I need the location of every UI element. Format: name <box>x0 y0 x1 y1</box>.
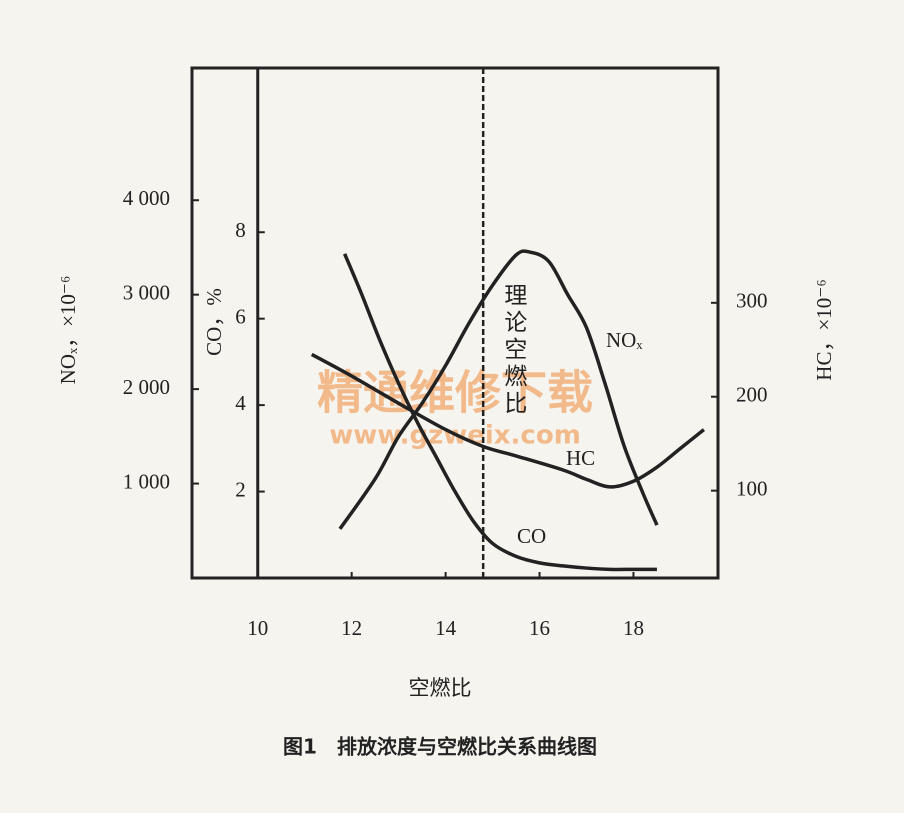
y2-tick-label: 200 <box>736 383 768 407</box>
curve <box>310 352 706 489</box>
x-tick-label: 12 <box>341 616 362 640</box>
curve <box>338 249 659 530</box>
co-tick-label: 6 <box>235 304 246 328</box>
co-tick-label: 8 <box>235 218 246 242</box>
x-axis-label: 空燃比 <box>409 676 472 700</box>
co-tick-label: 2 <box>235 477 246 501</box>
y2-tick-label: 300 <box>736 289 768 313</box>
y-tick-label: 2 000 <box>123 375 170 399</box>
co-axis-label: CO，% <box>202 288 226 356</box>
x-tick-label: 18 <box>623 616 644 640</box>
x-tick-label: 10 <box>247 616 268 640</box>
x-tick-label: 14 <box>435 616 457 640</box>
co-tick-label: 4 <box>235 391 246 415</box>
x-tick-label: 16 <box>529 616 550 640</box>
y2-axis-label: HC，×10⁻⁶ <box>812 279 836 380</box>
watermark: 精通维修下载 <box>317 366 593 420</box>
curve <box>343 253 657 572</box>
chart-title: 图1 排放浓度与空燃比关系曲线图 <box>283 735 597 759</box>
y-tick-label: 1 000 <box>123 469 170 493</box>
y-axis-label: NOₓ，×10⁻⁶ <box>56 276 80 385</box>
y2-tick-label: 100 <box>736 476 768 500</box>
y-tick-label: 4 000 <box>123 186 170 210</box>
plot-frame <box>190 66 720 580</box>
reference-label: 理论空燃比 <box>501 283 528 418</box>
curve-label: HC <box>566 446 595 470</box>
curve-label: NOₓ <box>606 328 643 352</box>
curve-label: CO <box>517 524 546 548</box>
y-tick-label: 3 000 <box>123 280 170 304</box>
